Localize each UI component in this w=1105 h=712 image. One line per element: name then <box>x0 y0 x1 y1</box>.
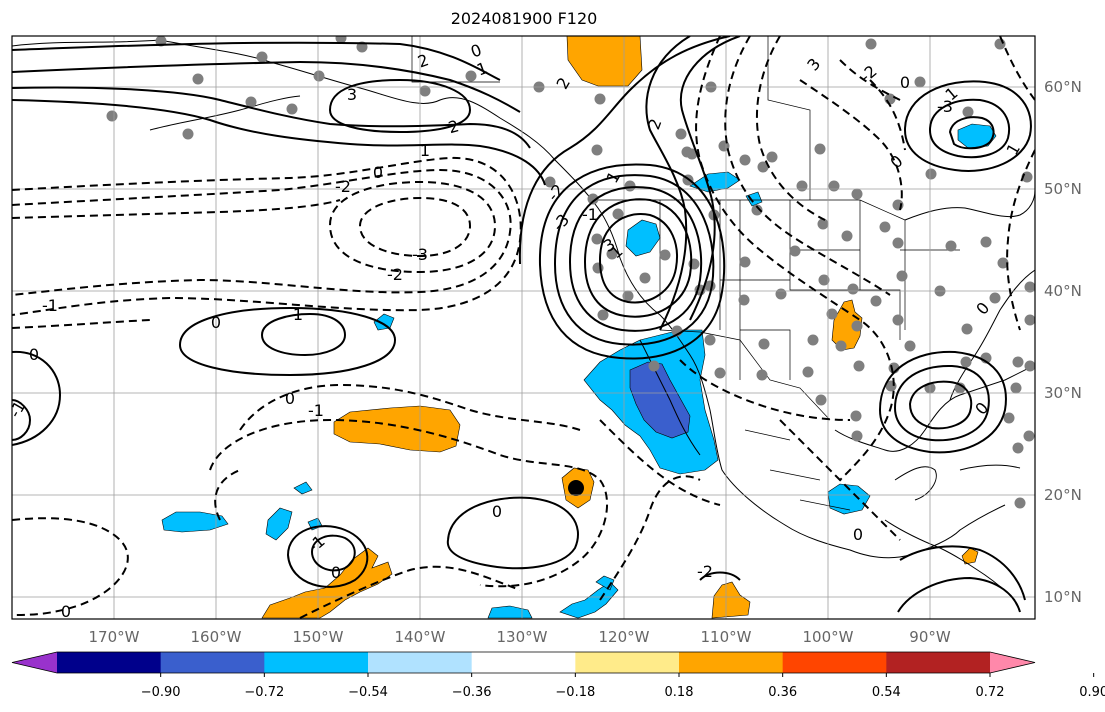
lat-tick-label: 30°N <box>1044 384 1082 402</box>
lat-tick-label: 60°N <box>1044 78 1082 96</box>
contour-label: 0 <box>853 525 863 544</box>
gulf-coast <box>834 364 1035 452</box>
blue-field-gulf-mexico <box>827 483 871 515</box>
contour-label: -2 <box>697 562 713 581</box>
lon-tick-label: 120°W <box>599 628 650 646</box>
alaska-coast <box>12 39 1006 559</box>
dark-blue-field-baja <box>629 361 691 439</box>
map-frame <box>11 35 1036 620</box>
dashed-contours <box>12 36 1035 619</box>
black-marker <box>568 480 584 496</box>
contour-label: -3 <box>937 97 953 116</box>
contour-label: 0 <box>29 345 39 364</box>
contour-label: 0 <box>900 73 910 92</box>
colorbar-tick-label: 0.36 <box>768 685 797 700</box>
lon-tick-label: 110°W <box>701 628 752 646</box>
canada-province <box>767 36 811 200</box>
orange-field-southwest <box>261 547 393 619</box>
blue-field-south-1 <box>487 605 533 619</box>
orange-field-central-pacific <box>333 405 461 453</box>
blue-field-small-1 <box>745 191 763 207</box>
colorbar-segment <box>57 652 162 673</box>
colorbar-segment <box>368 652 473 673</box>
colorbar-extend-high <box>990 652 1035 673</box>
orange-field-gulf-alaska <box>566 36 643 87</box>
lat-tick-label: 50°N <box>1044 180 1082 198</box>
lon-tick-label: 170°W <box>89 628 140 646</box>
colorbar-tick-label: −0.36 <box>452 685 492 700</box>
colorbar-segment <box>575 652 680 673</box>
lon-tick-label: 100°W <box>803 628 854 646</box>
gridlines <box>12 36 1035 619</box>
blue-field-south-2 <box>559 581 619 619</box>
lon-tick-label: 160°W <box>191 628 242 646</box>
blue-field-pacific-1 <box>373 313 395 331</box>
solid-contours <box>12 36 1032 613</box>
contour-label: 0 <box>211 313 221 332</box>
colorbar-tick-label: −0.90 <box>141 685 181 700</box>
blue-field-hudson <box>957 123 997 149</box>
colorbar-segment <box>679 652 784 673</box>
lat-tick-label: 10°N <box>1044 588 1082 606</box>
colorbar-tick-label: 0.90 <box>1079 685 1105 700</box>
contour-label: -1 <box>42 296 58 315</box>
blue-field-hawaii-w <box>161 511 229 533</box>
east-coast <box>949 269 1035 401</box>
colorbar-extend-low <box>12 652 57 673</box>
contour-label: -2 <box>335 177 351 196</box>
contour-label: 0 <box>61 602 71 621</box>
contour-label: 3 <box>347 85 357 104</box>
map-title: 2024081900 F120 <box>450 9 598 28</box>
cuba <box>959 464 1021 471</box>
blue-field-hawaii-2 <box>293 481 313 495</box>
lon-tick-label: 130°W <box>497 628 548 646</box>
colorbar-tick-label: −0.54 <box>348 685 388 700</box>
colorbar-tick-label: 0.72 <box>976 685 1005 700</box>
colorbar-outline <box>11 651 1036 674</box>
yucatan <box>894 466 937 501</box>
colorbar: −0.90 −0.72 −0.54 −0.36 −0.18 0.18 0.36 0.54 0.7… <box>11 651 1105 700</box>
alaska-peninsula <box>149 95 301 131</box>
lon-tick-label: 150°W <box>293 628 344 646</box>
contour-label: 0 <box>285 389 295 408</box>
contour-label: -3 <box>412 245 428 264</box>
shaded-fields <box>161 36 997 619</box>
colorbar-segment <box>471 652 576 673</box>
colorbar-tick-label: −0.72 <box>244 685 284 700</box>
contour-label: 1 <box>420 141 430 160</box>
lat-tick-label: 40°N <box>1044 282 1082 300</box>
alaska-canada-border <box>411 36 500 83</box>
contour-label: 0 <box>331 563 341 582</box>
contour-label: -1 <box>308 401 324 420</box>
map-panel: 2 0 1 3 2 1 2 0 -2 -3 -2 -1 0 1 0 -1 -1 … <box>12 36 1035 621</box>
blue-field-oregon <box>625 219 661 257</box>
contour-label: -1 <box>582 205 598 224</box>
lat-tick-label: 20°N <box>1044 486 1082 504</box>
colorbar-tick-label: −0.18 <box>555 685 595 700</box>
canada-east <box>904 189 1035 221</box>
colorbar-segment <box>160 652 265 673</box>
colorbar-segment <box>264 652 369 673</box>
colorbar-segment <box>782 652 887 673</box>
blue-field-hawaii <box>265 507 293 541</box>
coastlines <box>12 39 1035 601</box>
latitude-ticks: 60°N 50°N 40°N 30°N 20°N 10°N <box>1044 78 1082 606</box>
orange-field-honduras <box>961 547 979 565</box>
colorbar-tick-label: 0.18 <box>665 685 694 700</box>
contour-label: 0 <box>373 163 383 182</box>
longitude-ticks: 170°W 160°W 150°W 140°W 130°W 120°W 110°… <box>89 628 951 646</box>
blue-field-idaho <box>689 171 741 193</box>
contour-label: 0 <box>492 502 502 521</box>
contour-label: 2 <box>446 116 461 137</box>
contour-label: -2 <box>387 265 403 284</box>
lon-tick-label: 90°W <box>909 628 951 646</box>
contour-label: 1 <box>293 305 303 324</box>
colorbar-tick-label: 0.54 <box>872 685 901 700</box>
lon-tick-label: 140°W <box>395 628 446 646</box>
orange-field-east-pacific <box>711 581 751 619</box>
colorbar-segment <box>886 652 991 673</box>
mexico-states <box>744 429 851 511</box>
